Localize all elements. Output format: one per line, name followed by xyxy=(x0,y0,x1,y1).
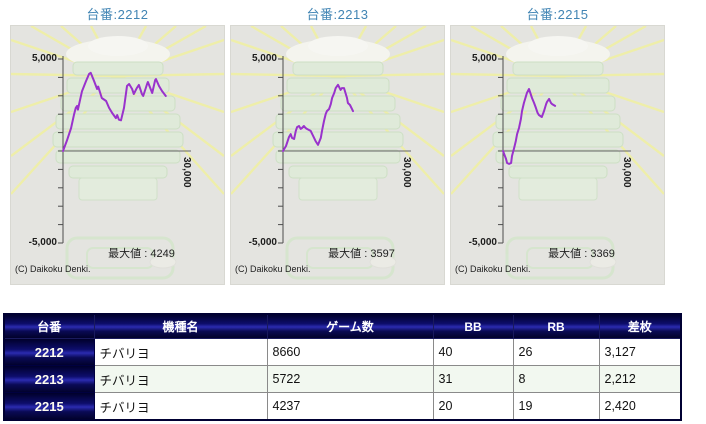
results-table: 台番 機種名 ゲーム数 BB RB 差枚 2212 チバリヨ 8660 40 2… xyxy=(3,313,682,421)
rb-cell: 8 xyxy=(512,365,600,393)
y-axis-max-label: 5,000 xyxy=(471,53,497,64)
col-header-daiban: 台番 xyxy=(3,313,95,339)
col-header-diff: 差枚 xyxy=(598,313,682,339)
chart-title-2212[interactable]: 台番:2212 xyxy=(86,7,149,22)
model-cell: チバリヨ xyxy=(93,338,268,366)
diff-cell: 2,212 xyxy=(598,365,682,393)
slump-chart-panel-2212: 5,000 -5,000 30,000 最大値 : 4249 (C) Daiko… xyxy=(10,25,225,285)
diff-cell: 3,127 xyxy=(598,338,682,366)
y-axis-max-label: 5,000 xyxy=(31,53,57,64)
copyright-label: (C) Daikoku Denki. xyxy=(15,264,91,274)
copyright-label: (C) Daikoku Denki. xyxy=(455,264,531,274)
model-cell: チバリヨ xyxy=(93,365,268,393)
col-header-model: 機種名 xyxy=(93,313,268,339)
daiban-cell: 2212 xyxy=(3,338,95,366)
x-axis-max-label: 30,000 xyxy=(621,157,632,188)
col-header-games: ゲーム数 xyxy=(266,313,434,339)
rb-cell: 19 xyxy=(512,392,600,421)
daiban-cell: 2215 xyxy=(3,392,95,421)
bb-cell: 20 xyxy=(432,392,514,421)
games-cell: 8660 xyxy=(266,338,434,366)
y-axis-min-label: -5,000 xyxy=(468,237,497,248)
table-row-2213: 2213 チバリヨ 5722 31 8 2,212 xyxy=(3,365,682,393)
bb-cell: 31 xyxy=(432,365,514,393)
slump-graph-2213 xyxy=(231,26,444,280)
daiban-cell: 2213 xyxy=(3,365,95,393)
x-axis-max-label: 30,000 xyxy=(401,157,412,188)
col-header-rb: RB xyxy=(512,313,600,339)
table-row-2212: 2212 チバリヨ 8660 40 26 3,127 xyxy=(3,338,682,366)
slump-graph-2215 xyxy=(451,26,664,280)
rb-cell: 26 xyxy=(512,338,600,366)
y-axis-min-label: -5,000 xyxy=(248,237,277,248)
table-header-row: 台番 機種名 ゲーム数 BB RB 差枚 xyxy=(3,313,682,339)
chart-title-2215[interactable]: 台番:2215 xyxy=(526,7,589,22)
copyright-label: (C) Daikoku Denki. xyxy=(235,264,311,274)
chart-title-2213[interactable]: 台番:2213 xyxy=(306,7,369,22)
max-value-label: 最大値 : 4249 xyxy=(108,248,175,260)
model-cell: チバリヨ xyxy=(93,392,268,421)
max-value-label: 最大値 : 3597 xyxy=(328,248,395,260)
slump-chart-panel-2213: 5,000 -5,000 30,000 最大値 : 3597 (C) Daiko… xyxy=(230,25,445,285)
slump-chart-panel-2215: 5,000 -5,000 30,000 最大値 : 3369 (C) Daiko… xyxy=(450,25,665,285)
slump-graph-2212 xyxy=(11,26,224,280)
games-cell: 5722 xyxy=(266,365,434,393)
x-axis-max-label: 30,000 xyxy=(181,157,192,188)
y-axis-min-label: -5,000 xyxy=(28,237,57,248)
max-value-label: 最大値 : 3369 xyxy=(548,248,615,260)
diff-cell: 2,420 xyxy=(598,392,682,421)
table-row-2215: 2215 チバリヨ 4237 20 19 2,420 xyxy=(3,392,682,421)
col-header-bb: BB xyxy=(432,313,514,339)
games-cell: 4237 xyxy=(266,392,434,421)
bb-cell: 40 xyxy=(432,338,514,366)
y-axis-max-label: 5,000 xyxy=(251,53,277,64)
